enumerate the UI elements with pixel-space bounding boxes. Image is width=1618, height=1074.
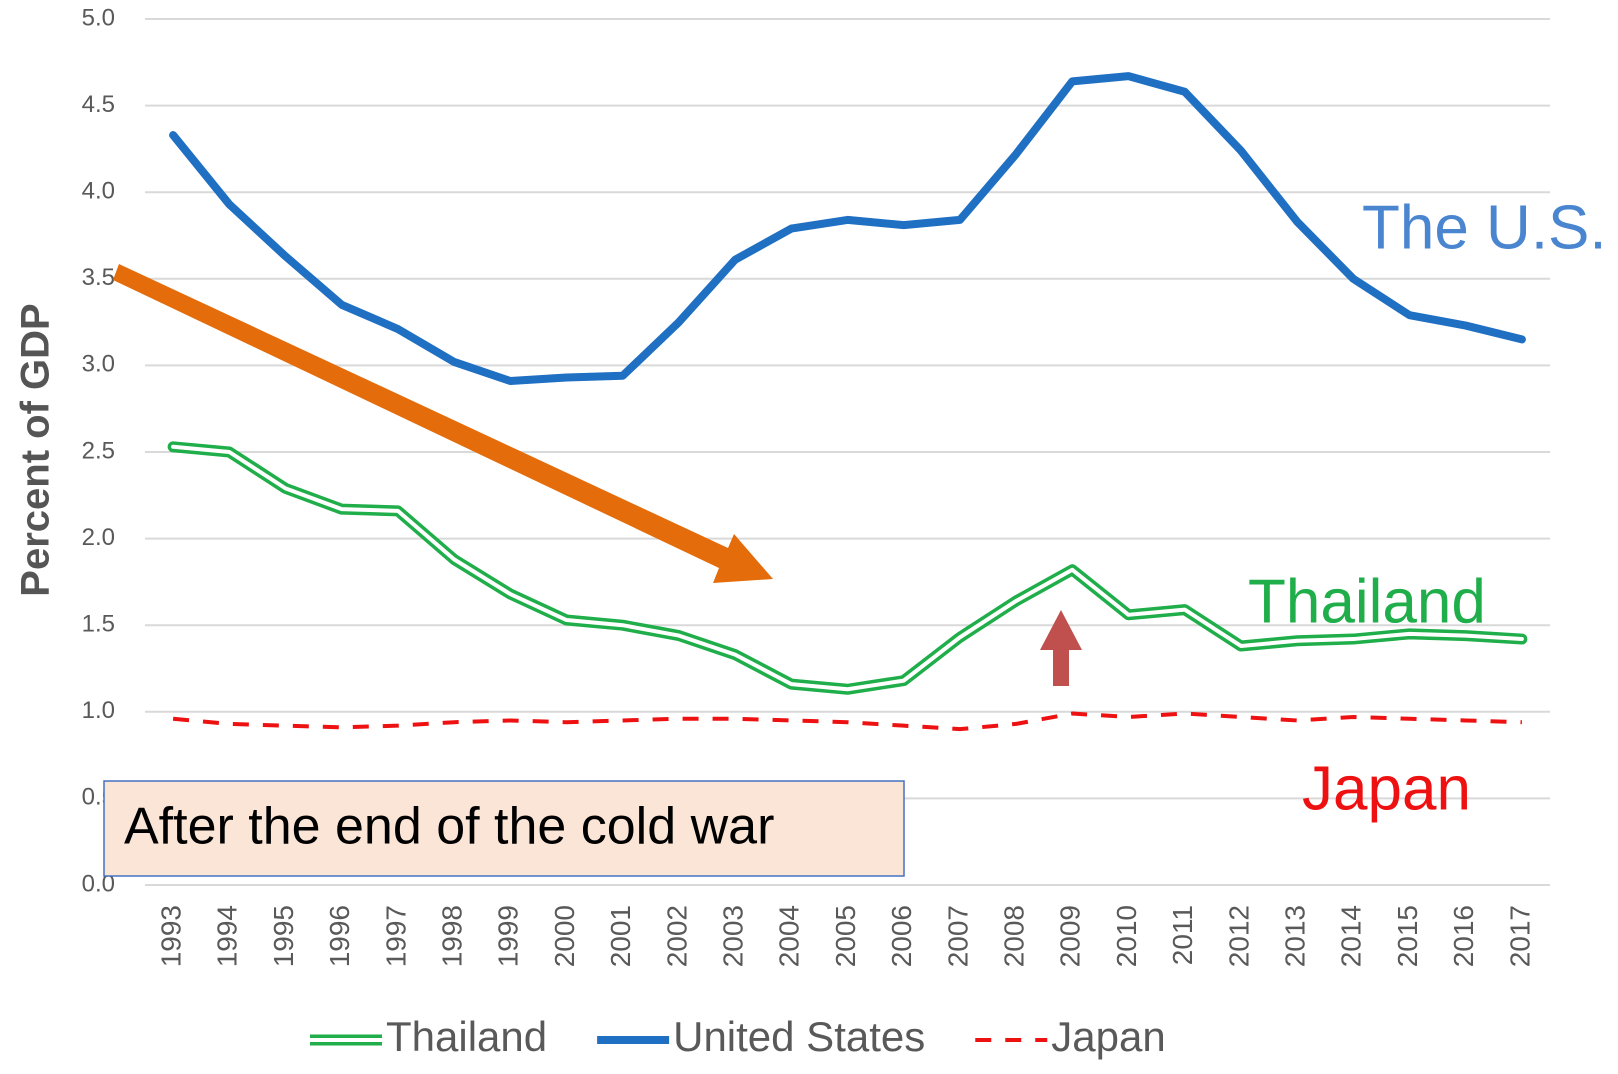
legend-item: Japan bbox=[975, 1013, 1166, 1060]
x-tick-label: 1996 bbox=[324, 905, 355, 967]
x-tick-label: 1998 bbox=[436, 905, 467, 967]
x-tick-label: 1999 bbox=[493, 905, 524, 967]
trend-arrow bbox=[113, 264, 773, 583]
note-box bbox=[103, 780, 905, 877]
series-line bbox=[169, 72, 1526, 385]
series-line-inner bbox=[171, 444, 1524, 692]
x-tick-label: 2012 bbox=[1223, 905, 1254, 967]
x-tick-label: 1997 bbox=[380, 905, 411, 967]
x-tick-label: 2009 bbox=[1055, 905, 1086, 967]
x-tick-label: 1995 bbox=[268, 905, 299, 967]
x-tick-label: 2010 bbox=[1111, 905, 1142, 967]
legend-item: United States bbox=[597, 1013, 925, 1060]
y-tick-label: 1.0 bbox=[82, 697, 115, 724]
x-tick-label: 2000 bbox=[549, 905, 580, 967]
y-tick-label: 5.0 bbox=[82, 4, 115, 31]
rise-arrow bbox=[1040, 610, 1082, 686]
annotation: Japan bbox=[1302, 754, 1471, 823]
series-line bbox=[172, 711, 1522, 732]
x-tick-label: 2002 bbox=[661, 905, 692, 967]
y-tick-label: 2.5 bbox=[82, 437, 115, 464]
x-tick-label: 2017 bbox=[1504, 905, 1535, 967]
x-tick-label: 2016 bbox=[1448, 905, 1479, 967]
y-axis-label: Percent of GDP bbox=[14, 303, 58, 596]
note-text: After the end of the cold war bbox=[124, 798, 774, 856]
y-tick-label: 3.5 bbox=[82, 264, 115, 291]
x-tick-label: 2003 bbox=[717, 905, 748, 967]
x-tick-label: 2013 bbox=[1279, 905, 1310, 967]
x-tick-label: 2015 bbox=[1392, 905, 1423, 967]
legend-label: United States bbox=[673, 1013, 925, 1060]
x-tick-label: 2007 bbox=[942, 905, 973, 967]
legend-label: Japan bbox=[1051, 1013, 1165, 1060]
x-tick-label: 2006 bbox=[886, 905, 917, 967]
x-tick-label: 2014 bbox=[1336, 905, 1367, 967]
legend-label: Thailand bbox=[386, 1013, 547, 1060]
y-tick-label: 4.5 bbox=[82, 91, 115, 118]
y-tick-label: 1.5 bbox=[82, 611, 115, 638]
x-tick-label: 1993 bbox=[155, 905, 186, 967]
x-tick-label: 2004 bbox=[774, 905, 805, 967]
x-tick-label: 2008 bbox=[998, 905, 1029, 967]
annotation: The U.S. bbox=[1362, 193, 1607, 262]
x-tick-label: 2001 bbox=[605, 905, 636, 967]
legend-item: Thailand bbox=[310, 1013, 547, 1060]
y-tick-label: 2.0 bbox=[82, 524, 115, 551]
annotation: Thailand bbox=[1248, 567, 1486, 636]
y-tick-label: 3.0 bbox=[82, 351, 115, 378]
x-tick-label: 2011 bbox=[1167, 905, 1198, 965]
x-tick-label: 2005 bbox=[830, 905, 861, 967]
x-tick-label: 1994 bbox=[212, 905, 243, 967]
y-tick-label: 4.0 bbox=[82, 178, 115, 205]
